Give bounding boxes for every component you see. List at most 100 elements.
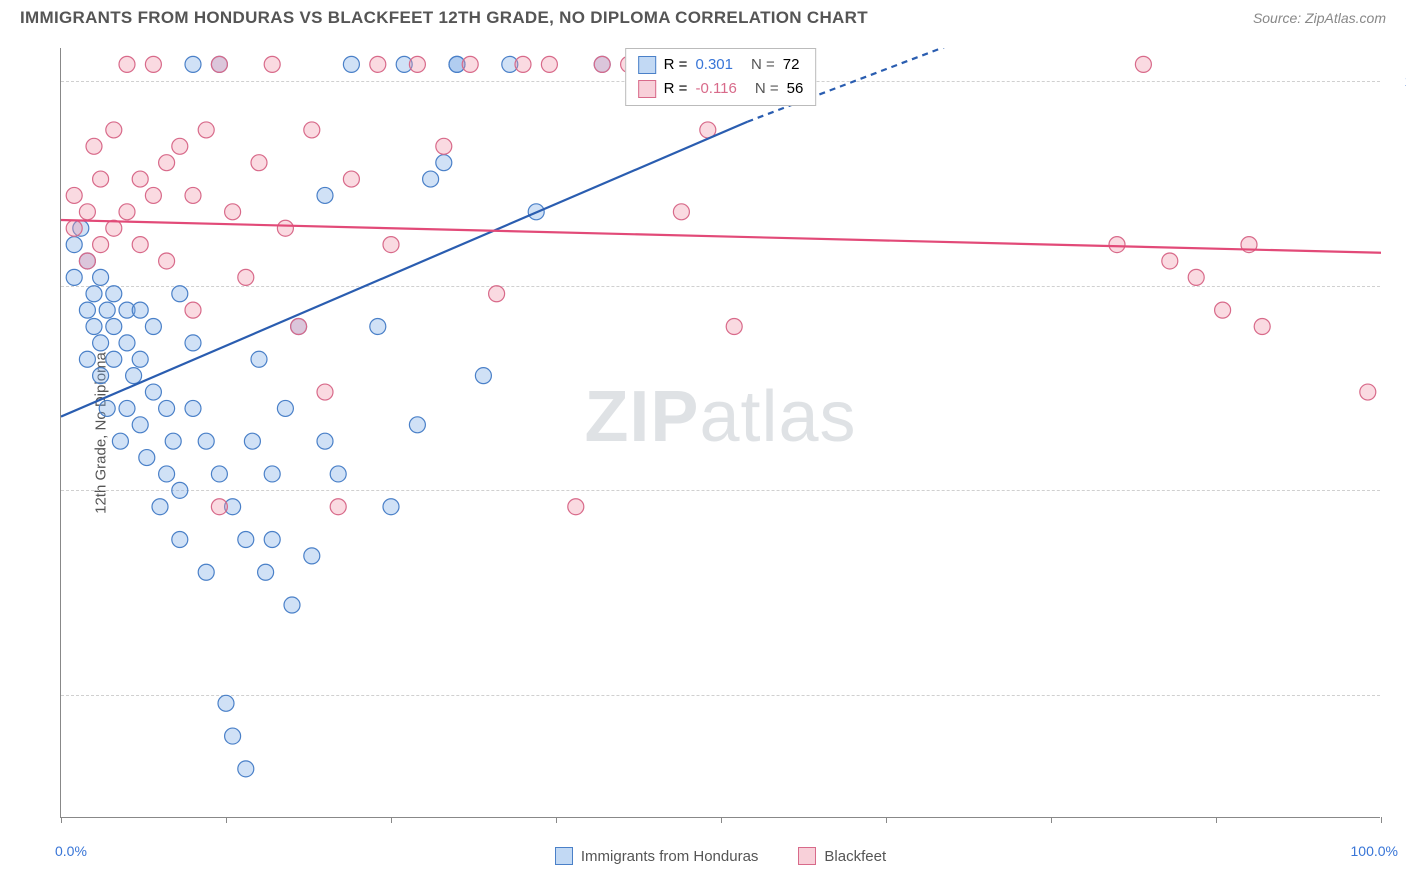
- data-point: [93, 335, 109, 351]
- data-point: [112, 433, 128, 449]
- data-point: [436, 138, 452, 154]
- n-label: N =: [755, 77, 779, 101]
- data-point: [93, 269, 109, 285]
- data-point: [211, 499, 227, 515]
- data-point: [258, 564, 274, 580]
- trend-line: [61, 220, 1381, 253]
- data-point: [198, 564, 214, 580]
- data-point: [726, 319, 742, 335]
- data-point: [119, 400, 135, 416]
- data-point: [383, 499, 399, 515]
- data-point: [284, 597, 300, 613]
- data-point: [211, 466, 227, 482]
- legend-swatch-icon: [638, 56, 656, 74]
- data-point: [515, 56, 531, 72]
- n-value: 72: [783, 53, 800, 77]
- data-point: [132, 302, 148, 318]
- legend-stats: R =0.301N =72R =-0.116N =56: [625, 48, 817, 106]
- legend-swatch-icon: [638, 80, 656, 98]
- data-point: [79, 351, 95, 367]
- data-point: [244, 433, 260, 449]
- y-tick-label: 75.0%: [1392, 482, 1406, 498]
- y-tick-label: 62.5%: [1392, 687, 1406, 703]
- data-point: [238, 269, 254, 285]
- data-point: [93, 368, 109, 384]
- data-point: [119, 56, 135, 72]
- legend-stat-row: R =-0.116N =56: [638, 77, 804, 101]
- legend-series-label: Blackfeet: [824, 848, 886, 865]
- data-point: [145, 56, 161, 72]
- chart-header: IMMIGRANTS FROM HONDURAS VS BLACKFEET 12…: [0, 0, 1406, 32]
- data-point: [317, 187, 333, 203]
- legend-series: Immigrants from HondurasBlackfeet: [61, 847, 1380, 865]
- data-point: [66, 187, 82, 203]
- data-point: [370, 319, 386, 335]
- data-point: [330, 466, 346, 482]
- y-tick-label: 87.5%: [1392, 278, 1406, 294]
- data-point: [1360, 384, 1376, 400]
- data-point: [225, 728, 241, 744]
- data-point: [172, 482, 188, 498]
- data-point: [86, 138, 102, 154]
- data-point: [1135, 56, 1151, 72]
- x-tick: [1381, 817, 1382, 823]
- data-point: [159, 400, 175, 416]
- n-label: N =: [751, 53, 775, 77]
- data-point: [185, 400, 201, 416]
- data-point: [66, 220, 82, 236]
- data-point: [145, 384, 161, 400]
- data-point: [264, 531, 280, 547]
- data-point: [119, 204, 135, 220]
- data-point: [225, 204, 241, 220]
- data-point: [383, 237, 399, 253]
- data-point: [99, 302, 115, 318]
- data-point: [79, 302, 95, 318]
- data-point: [423, 171, 439, 187]
- data-point: [185, 187, 201, 203]
- scatter-svg: [61, 48, 1381, 818]
- data-point: [126, 368, 142, 384]
- data-point: [238, 531, 254, 547]
- data-point: [159, 155, 175, 171]
- data-point: [436, 155, 452, 171]
- data-point: [66, 269, 82, 285]
- data-point: [79, 204, 95, 220]
- data-point: [409, 417, 425, 433]
- data-point: [489, 286, 505, 302]
- r-value: -0.116: [695, 77, 736, 101]
- data-point: [132, 351, 148, 367]
- data-point: [66, 237, 82, 253]
- plot-area: ZIPatlas 62.5%75.0%87.5%100.0% R =0.301N…: [60, 48, 1380, 818]
- data-point: [185, 56, 201, 72]
- data-point: [93, 171, 109, 187]
- data-point: [409, 56, 425, 72]
- data-point: [106, 122, 122, 138]
- data-point: [198, 433, 214, 449]
- data-point: [198, 122, 214, 138]
- data-point: [145, 319, 161, 335]
- data-point: [172, 531, 188, 547]
- data-point: [106, 220, 122, 236]
- data-point: [1254, 319, 1270, 335]
- data-point: [304, 548, 320, 564]
- data-point: [264, 466, 280, 482]
- r-value: 0.301: [695, 53, 733, 77]
- n-value: 56: [787, 77, 804, 101]
- data-point: [152, 499, 168, 515]
- data-point: [79, 253, 95, 269]
- data-point: [330, 499, 346, 515]
- data-point: [277, 220, 293, 236]
- data-point: [99, 400, 115, 416]
- r-label: R =: [664, 53, 688, 77]
- data-point: [119, 335, 135, 351]
- y-tick-label: 100.0%: [1392, 73, 1406, 89]
- data-point: [106, 319, 122, 335]
- data-point: [93, 237, 109, 253]
- data-point: [132, 171, 148, 187]
- data-point: [370, 56, 386, 72]
- source-label: Source: ZipAtlas.com: [1253, 10, 1386, 26]
- data-point: [159, 466, 175, 482]
- data-point: [238, 761, 254, 777]
- data-point: [145, 187, 161, 203]
- data-point: [343, 171, 359, 187]
